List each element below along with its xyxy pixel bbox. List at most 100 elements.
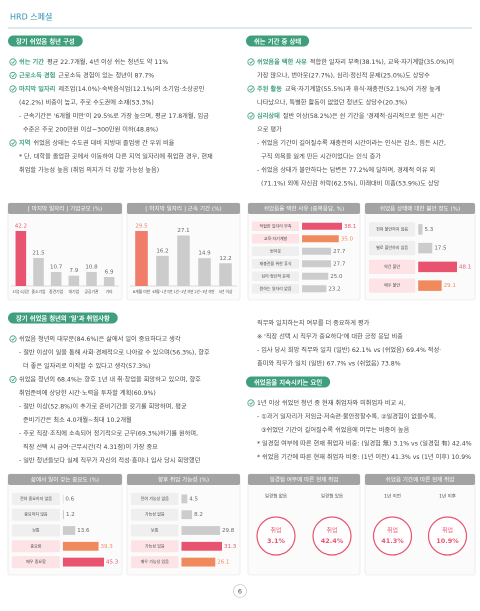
category-box <box>369 259 416 274</box>
value-label: 42.4% <box>321 537 344 545</box>
body-line: * 일경험 여부에 따른 현재 취업자 비중: (일경험 無) 3.1% vs … <box>257 440 472 448</box>
value-label: 21.5 <box>32 250 45 256</box>
bar <box>62 557 104 567</box>
body-line: 직무와 일치하는지 여부를 더 중요하게 평가 <box>257 319 370 327</box>
keyword: 마지막 일자리 <box>19 85 56 93</box>
line-text: 1년 이상 쉬었던 청년 중 현재 취업자와 미취업자 비교 시, <box>257 399 406 407</box>
category-box <box>131 540 179 553</box>
chart-title: [ 마지막 일자리 ] 기업규모 (%) <box>28 204 102 212</box>
category-box <box>252 246 300 256</box>
category-label: 매우 불안 <box>384 282 400 288</box>
bar <box>302 247 332 255</box>
category-label: 약간 불안 <box>384 263 400 269</box>
value-label: 29.5 <box>135 224 148 230</box>
body-line: 주된 활동 교육·자기계발(55.5%)과 휴식·재충전(52.1%)이 가장 높… <box>257 85 441 93</box>
bar <box>68 275 80 286</box>
bar <box>181 557 216 567</box>
category-box <box>369 241 416 256</box>
page-number-badge <box>233 584 247 598</box>
category-label: 심리·정신적 문제 <box>261 272 290 278</box>
check-tick <box>11 60 16 64</box>
check-icon <box>9 85 17 93</box>
category-box <box>252 284 300 294</box>
value-label: 38.1 <box>344 224 356 230</box>
category-box <box>252 259 300 269</box>
value-label: 45.3 <box>106 560 119 566</box>
keyword: 쉬는 기간 <box>19 58 44 66</box>
category-label: 6개월 미만 <box>133 289 151 294</box>
check-tick <box>11 87 16 91</box>
check-tick <box>11 377 16 382</box>
section-heading: 장기 쉬었음 청년 구성 <box>16 37 75 46</box>
center-label: 취업 <box>442 527 453 535</box>
bar <box>177 235 190 286</box>
check-icon <box>247 399 255 407</box>
body-line: ※ '직장 선택 시 직무가 중요하다'에 대한 긍정 응답 비중 <box>257 333 403 341</box>
body-line: 근로소득 경험 근로소득 경험이 있는 청년이 87.7% <box>19 72 154 80</box>
bar <box>15 231 27 286</box>
body-line: (71.1%) 외에 자신감 하락(62.5%), 미래대비 미흡(53.9%)… <box>261 180 440 188</box>
bar <box>418 280 442 291</box>
chart-header <box>365 203 475 214</box>
bar <box>181 526 221 535</box>
chart-header <box>8 203 122 214</box>
body-line: - 주로 직장·조직에 소속되어 정기적으로 근무(69.3%)하기를 원하며, <box>19 430 198 438</box>
bar <box>86 271 97 286</box>
value-label: 5.3 <box>424 227 433 233</box>
category-box <box>252 271 300 281</box>
value-label: 8.2 <box>194 512 203 518</box>
chart-title: 일경험 여부에 따른 현재 취업 <box>270 475 339 483</box>
check-icon <box>247 85 255 93</box>
body-line: - 절반 이상(52.8%)이 추가로 준비기간을 갖기를 희망하며, 평균 <box>19 403 187 411</box>
category-label: 기타 <box>106 289 113 294</box>
bar <box>181 510 193 520</box>
value-label: 23.2 <box>328 286 340 292</box>
keyword: 심리상태 <box>257 112 280 120</box>
body-line: 흥미와 직무가 일치 (일반) 67.7% vs (쉬었음) 73.8% <box>257 360 401 368</box>
bar <box>302 235 339 243</box>
chart-title: 삶에서 일이 갖는 중요도 (%) <box>31 475 99 483</box>
bar <box>33 257 44 286</box>
check-icon <box>9 335 17 343</box>
category-label: 전혀 중요하지 않음 <box>20 495 52 501</box>
category-box <box>131 556 179 569</box>
category-label: 가능성 있음 <box>145 542 165 548</box>
check-icon <box>9 58 17 66</box>
value-label: 41.3% <box>381 537 404 545</box>
check-icon <box>9 375 17 384</box>
body-line: (42.2%) 비중이 높고, 주로 수도권에 소재(53.3%) <box>19 99 154 107</box>
bar <box>156 255 169 286</box>
category-label: 공공기관 <box>85 289 99 294</box>
chart-title: 쉬었음 기간에 따른 현재 취업 <box>386 475 455 483</box>
bar <box>50 272 62 286</box>
body-line: ③쉬었던 기간이 길어질수록 쉬었음에 머무는 비중이 높음 <box>261 426 410 434</box>
body-line: 취업할 가능성 높음 (취업 의지가 더 강할 가능성 높음) <box>19 166 159 174</box>
value-label: 25.0 <box>330 274 343 280</box>
value-label: 39.3 <box>101 544 114 550</box>
category-label: 재충전을 위한 휴식 <box>260 260 292 266</box>
body-line: 쉬었음 청년의 대부분(84.6%)은 삶에서 일이 중요하다고 생각 <box>19 335 181 343</box>
category-label: 매우 가능성 있음 <box>141 558 170 564</box>
category-label: 1년~2년 미만 <box>174 289 194 294</box>
category-label: 중견기업 <box>49 289 63 294</box>
value-label: 48.1 <box>459 264 471 270</box>
category-label: 소기업·소상공인 <box>13 289 30 294</box>
body-line: 취업준비에 상당한 시간·노력을 투자할 계획(60.9%) <box>19 389 156 397</box>
value-label: 27.1 <box>177 228 189 234</box>
check-icon <box>9 139 17 147</box>
value-label: 0.6 <box>65 496 74 502</box>
bar <box>219 263 232 286</box>
value-label: 10.7 <box>50 265 63 271</box>
chart-header <box>8 474 122 485</box>
category-label: 교육·자기계발 <box>264 235 288 241</box>
check-icon <box>9 71 17 80</box>
category-box <box>369 278 416 293</box>
chart-header <box>127 203 240 214</box>
value-label: 7.9 <box>69 268 78 274</box>
category-label: 2년~3년 미만 <box>195 289 215 294</box>
value-label: 31.3 <box>224 544 237 550</box>
category-label: 중요하지 않음 <box>24 511 48 517</box>
value-label: 27.7 <box>333 261 346 267</box>
body-line: 으로 평가 <box>257 126 282 134</box>
